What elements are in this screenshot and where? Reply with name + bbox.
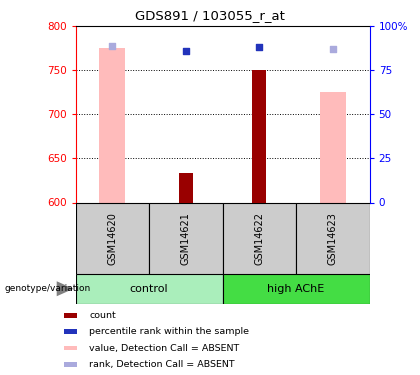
Point (256, 44, 263, 50)
Text: genotype/variation: genotype/variation (4, 284, 90, 293)
Text: GSM14622: GSM14622 (255, 211, 264, 265)
Bar (76, 274, 223, 304)
Text: percentile rank within the sample: percentile rank within the sample (89, 327, 249, 336)
Bar (100, 48, 125, 202)
Text: control: control (130, 284, 168, 294)
Point (109, 43, 116, 49)
Text: rank, Detection Call = ABSENT: rank, Detection Call = ABSENT (89, 360, 235, 369)
Point (330, 46, 336, 52)
Bar (223, 274, 370, 304)
Text: GSM14623: GSM14623 (328, 211, 338, 265)
Bar (64, 313, 77, 318)
Bar (64, 362, 77, 367)
Bar (179, 173, 193, 202)
Text: value, Detection Call = ABSENT: value, Detection Call = ABSENT (89, 344, 239, 352)
Bar (296, 202, 370, 274)
Bar (76, 202, 149, 274)
Bar (252, 70, 266, 202)
Bar (149, 202, 223, 274)
Text: GSM14620: GSM14620 (108, 211, 117, 265)
Text: count: count (89, 311, 116, 320)
Point (182, 48, 189, 54)
Bar (223, 202, 296, 274)
Text: high AChE: high AChE (268, 284, 325, 294)
Text: GSM14621: GSM14621 (181, 211, 191, 265)
Bar (64, 330, 77, 334)
Text: GDS891 / 103055_r_at: GDS891 / 103055_r_at (135, 9, 285, 22)
Bar (64, 346, 77, 350)
Polygon shape (57, 281, 74, 296)
Bar (320, 92, 346, 202)
